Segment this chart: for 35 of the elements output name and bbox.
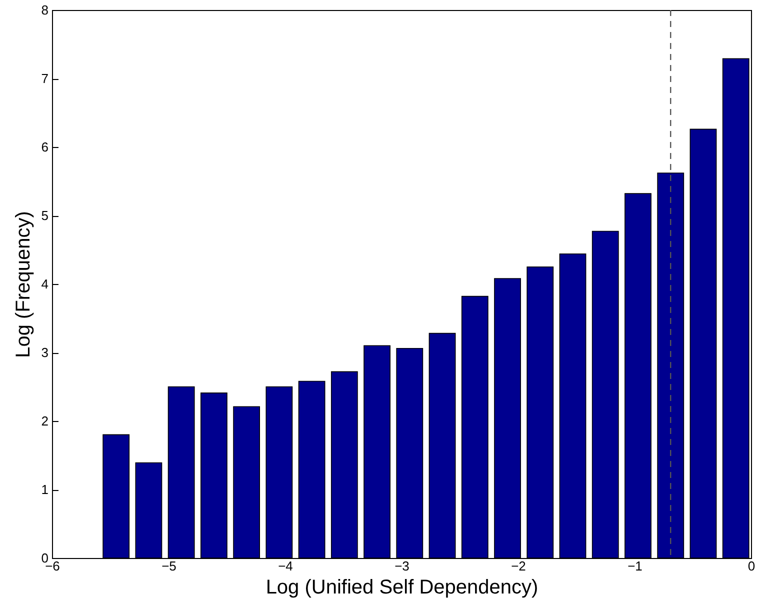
bar bbox=[266, 386, 293, 558]
bar bbox=[624, 193, 652, 558]
y-tick-label: 1 bbox=[41, 482, 48, 497]
bar bbox=[102, 434, 130, 558]
bar bbox=[330, 371, 358, 558]
bar bbox=[559, 253, 586, 558]
bar bbox=[461, 296, 488, 558]
bar bbox=[396, 348, 424, 558]
bar bbox=[526, 266, 554, 558]
bar bbox=[233, 406, 260, 558]
x-tick-label: −1 bbox=[628, 558, 642, 574]
bar bbox=[657, 172, 684, 558]
bar bbox=[298, 380, 326, 558]
bar bbox=[200, 392, 228, 558]
y-tick-label: 5 bbox=[41, 208, 48, 223]
x-axis-title: Log (Unified Self Dependency) bbox=[266, 576, 538, 598]
x-tick-label: −4 bbox=[278, 558, 293, 574]
y-tick-label: 2 bbox=[41, 414, 48, 428]
y-tick-label: 6 bbox=[41, 140, 48, 154]
bar bbox=[364, 345, 390, 558]
bar bbox=[428, 332, 456, 558]
bar bbox=[592, 230, 619, 558]
bar bbox=[135, 462, 162, 558]
x-tick-label: 0 bbox=[748, 558, 756, 574]
bar bbox=[168, 386, 195, 558]
y-tick-label: 3 bbox=[41, 345, 48, 360]
y-tick-label: 7 bbox=[41, 71, 48, 86]
bar bbox=[494, 278, 521, 558]
x-tick-label: −2 bbox=[511, 558, 526, 574]
y-axis-title: Log (Frequency) bbox=[12, 211, 34, 358]
x-tick-label: −5 bbox=[162, 558, 176, 574]
y-tick-label: 8 bbox=[41, 2, 48, 18]
bar bbox=[690, 128, 717, 558]
x-tick-label: −3 bbox=[394, 558, 410, 574]
y-tick-label: 4 bbox=[41, 276, 48, 292]
